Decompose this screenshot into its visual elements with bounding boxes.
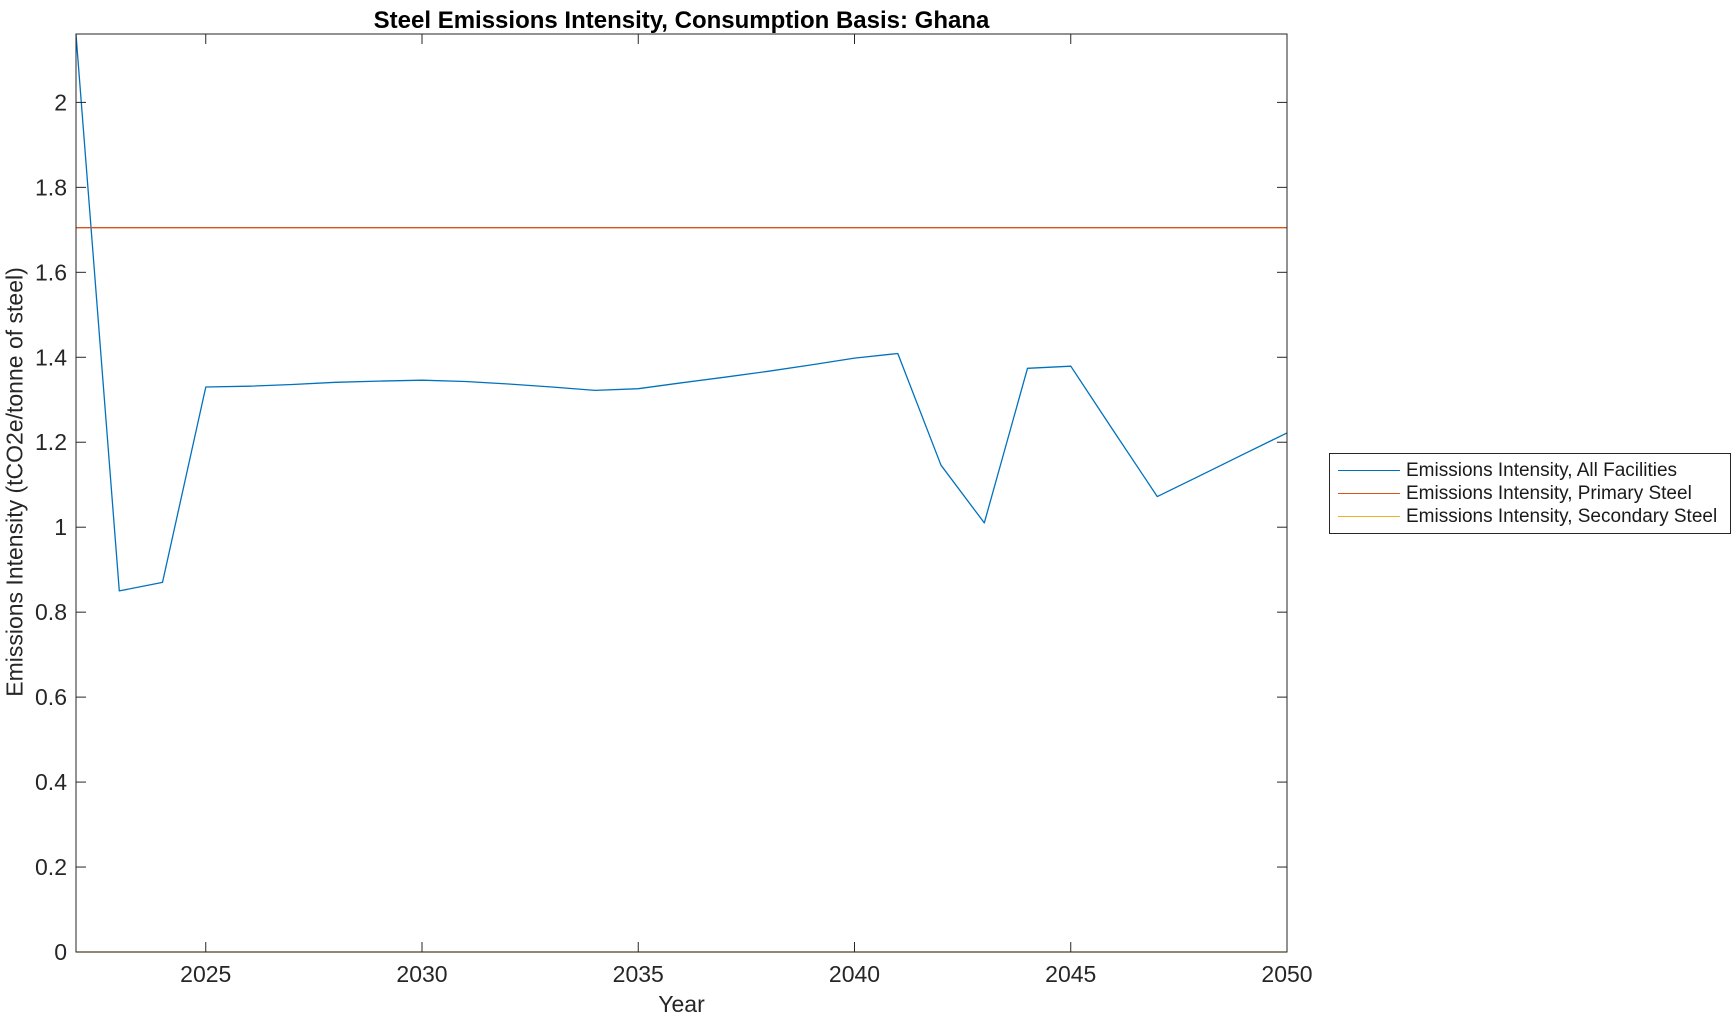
x-tick-label: 2030 [396, 961, 447, 987]
axes-frame [75, 33, 1288, 953]
y-tick-label: 1.6 [35, 259, 67, 285]
legend-entry: Emissions Intensity, Secondary Steel [1330, 505, 1730, 528]
chart-title: Steel Emissions Intensity, Consumption B… [373, 7, 990, 34]
legend-entry-label: Emissions Intensity, All Facilities [1406, 459, 1678, 481]
y-tick-label: 1.4 [35, 344, 67, 370]
legend: Emissions Intensity, All Facilities Emiss… [1329, 453, 1731, 534]
y-tick-label: 0.2 [35, 854, 67, 880]
x-tick-label: 2050 [1261, 961, 1312, 987]
y-tick-label: 2 [54, 89, 67, 115]
legend-entry: Emissions Intensity, Primary Steel [1330, 482, 1730, 505]
x-tick-label: 2045 [1045, 961, 1096, 987]
legend-line-swatch [1338, 516, 1400, 517]
y-tick-label: 1.8 [35, 174, 67, 200]
y-tick-label: 0.8 [35, 599, 67, 625]
legend-line-swatch [1338, 470, 1400, 471]
legend-line-swatch [1338, 493, 1400, 494]
legend-entry: Emissions Intensity, All Facilities [1330, 459, 1730, 482]
y-tick-label: 1.2 [35, 429, 67, 455]
legend-entry-label: Emissions Intensity, Primary Steel [1406, 482, 1692, 504]
y-tick-label: 1 [54, 514, 67, 540]
legend-entry-label: Emissions Intensity, Secondary Steel [1406, 505, 1718, 527]
x-tick-label: 2025 [180, 961, 231, 987]
x-tick-label: 2040 [829, 961, 880, 987]
y-axis-label: Emissions Intensity (tCO2e/tonne of stee… [1, 267, 28, 697]
x-axis-label: Year [658, 991, 705, 1017]
y-tick-label: 0.4 [35, 769, 67, 795]
y-tick-label: 0 [54, 939, 67, 965]
series-line-1 [75, 34, 1288, 592]
y-tick-label: 0.6 [35, 684, 67, 710]
x-tick-label: 2035 [613, 961, 664, 987]
